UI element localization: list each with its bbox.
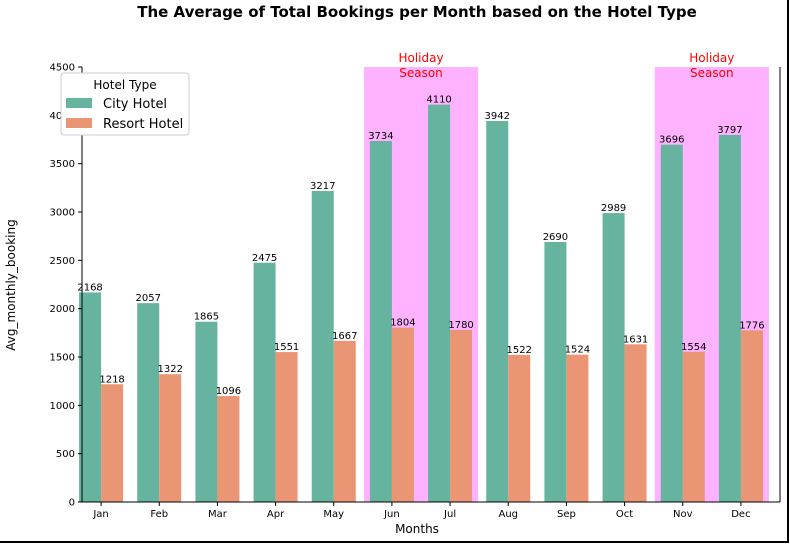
data-label: 3696 — [659, 135, 684, 146]
data-label: 3942 — [485, 111, 510, 122]
x-tick-label: May — [323, 509, 344, 520]
data-label: 1865 — [194, 312, 219, 323]
data-label: 2168 — [77, 282, 102, 293]
y-tick-label: 500 — [56, 449, 75, 460]
legend-label-city-hotel: City Hotel — [103, 97, 167, 112]
data-label: 1631 — [623, 334, 648, 345]
x-tick-label: Jun — [383, 509, 400, 520]
data-label: 1551 — [274, 342, 299, 353]
data-label: 2057 — [136, 293, 161, 304]
holiday-season-label: Season — [690, 66, 734, 80]
bar-resort-hotel — [682, 351, 705, 502]
bar-resort-hotel — [624, 344, 647, 502]
bar-resort-hotel — [101, 384, 124, 502]
data-label: 1667 — [332, 331, 357, 342]
data-label: 1322 — [158, 364, 183, 375]
y-tick-label: 2500 — [50, 256, 75, 267]
y-tick-label: 3500 — [50, 159, 75, 170]
data-label: 1524 — [565, 345, 590, 356]
bar-resort-hotel — [217, 396, 240, 502]
holiday-season-label: Holiday — [689, 51, 734, 65]
legend-title: Hotel Type — [93, 78, 156, 92]
legend: Hotel Type City Hotel Resort Hotel — [60, 72, 190, 136]
legend-swatch-resort-hotel — [66, 118, 92, 128]
y-tick-label: 3000 — [50, 208, 75, 219]
legend-swatch-city-hotel — [66, 98, 92, 108]
bar-city-hotel — [486, 120, 509, 502]
x-tick-label: Feb — [150, 509, 168, 520]
bar-city-hotel — [369, 141, 392, 502]
chart-title: The Average of Total Bookings per Month … — [137, 3, 697, 21]
data-label: 1096 — [216, 386, 241, 397]
bar-city-hotel — [195, 321, 218, 502]
bar-city-hotel — [428, 104, 451, 502]
bar-city-hotel — [79, 292, 102, 502]
x-tick-label: Aug — [498, 509, 518, 520]
bar-resort-hotel — [391, 327, 414, 502]
x-tick-label: Mar — [208, 509, 228, 520]
y-tick-label: 4500 — [50, 63, 75, 74]
y-tick-label: 0 — [69, 498, 75, 509]
data-label: 2690 — [543, 232, 568, 243]
data-label: 1218 — [99, 374, 124, 385]
x-tick-label: Nov — [673, 509, 693, 520]
bar-resort-hotel — [275, 352, 298, 502]
x-tick-label: Oct — [616, 509, 633, 520]
holiday-season-label: Season — [399, 66, 443, 80]
x-tick-label: Dec — [731, 509, 750, 520]
data-label: 1776 — [739, 320, 764, 331]
bar-resort-hotel — [450, 329, 473, 502]
data-label: 3797 — [717, 125, 742, 136]
x-tick-label: Jan — [92, 509, 108, 520]
x-tick-label: Jul — [443, 509, 456, 520]
x-tick-label: Sep — [557, 509, 576, 520]
data-label: 3217 — [310, 181, 335, 192]
legend-box — [60, 72, 190, 136]
bar-resort-hotel — [159, 374, 182, 502]
bar-resort-hotel — [333, 340, 356, 502]
y-tick-label: 1500 — [50, 353, 75, 364]
bar-city-hotel — [311, 191, 334, 503]
bar-city-hotel — [544, 241, 567, 502]
bar-city-hotel — [602, 213, 625, 502]
y-axis-label: Avg_monthly_booking — [4, 219, 18, 350]
data-label: 1804 — [390, 318, 415, 329]
data-label: 1522 — [507, 345, 532, 356]
legend-label-resort-hotel: Resort Hotel — [103, 117, 183, 132]
data-label: 2989 — [601, 203, 626, 214]
y-tick-label: 1000 — [50, 401, 75, 412]
bar-city-hotel — [253, 262, 276, 502]
data-label: 1780 — [448, 320, 473, 331]
x-tick-label: Apr — [267, 509, 285, 520]
bar-resort-hotel — [508, 354, 531, 502]
data-label: 3734 — [368, 131, 393, 142]
bar-city-hotel — [137, 303, 160, 502]
data-label: 1554 — [681, 342, 706, 353]
bar-resort-hotel — [566, 354, 589, 502]
y-tick-label: 2000 — [50, 304, 75, 315]
holiday-season-label: Holiday — [398, 51, 443, 65]
data-label: 4110 — [426, 95, 451, 106]
bar-city-hotel — [660, 144, 683, 502]
x-axis-label: Months — [395, 522, 439, 536]
bar-resort-hotel — [740, 330, 763, 502]
bar-city-hotel — [718, 134, 741, 502]
data-label: 2475 — [252, 253, 277, 264]
